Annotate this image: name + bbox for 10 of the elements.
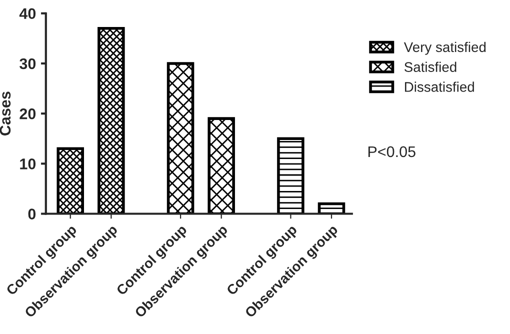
legend-label: Dissatisfied xyxy=(404,82,474,92)
y-tick-label: 30 xyxy=(20,58,36,70)
y-tick-label: 20 xyxy=(20,108,36,120)
y-tick-label: 40 xyxy=(19,8,36,20)
y-tick-label: 0 xyxy=(28,208,36,220)
legend-label: Very satisfied xyxy=(404,42,486,55)
text: P<0.05 xyxy=(368,146,416,158)
y-axis-title: Cases xyxy=(0,92,11,136)
legend-label: Satisfied xyxy=(404,62,456,72)
y-tick-label: 10 xyxy=(20,158,36,170)
